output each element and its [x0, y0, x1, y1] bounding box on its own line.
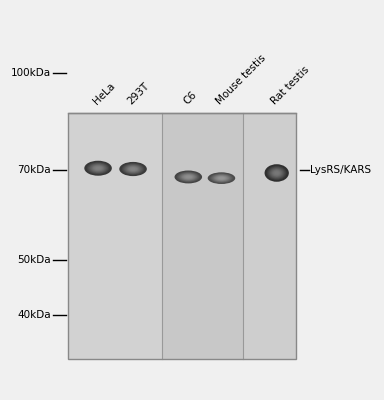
Ellipse shape [182, 174, 195, 180]
Text: 100kDa: 100kDa [11, 68, 51, 78]
Ellipse shape [271, 169, 282, 177]
Ellipse shape [87, 162, 109, 174]
Ellipse shape [269, 167, 285, 179]
Ellipse shape [181, 174, 196, 180]
Ellipse shape [266, 165, 288, 181]
Ellipse shape [213, 174, 230, 182]
Ellipse shape [93, 166, 103, 171]
Bar [68, 113, 296, 359]
Ellipse shape [265, 164, 289, 182]
Text: 40kDa: 40kDa [18, 310, 51, 320]
Ellipse shape [96, 167, 101, 170]
Ellipse shape [175, 170, 202, 184]
Ellipse shape [214, 175, 229, 181]
Ellipse shape [177, 172, 200, 182]
Bar [68, 113, 296, 359]
Ellipse shape [131, 168, 136, 170]
Ellipse shape [268, 166, 286, 179]
Ellipse shape [122, 163, 144, 175]
Ellipse shape [92, 165, 104, 172]
Ellipse shape [89, 164, 107, 173]
Ellipse shape [127, 166, 139, 172]
Bar [68, 113, 162, 359]
Ellipse shape [183, 174, 194, 179]
Ellipse shape [184, 175, 192, 179]
Ellipse shape [123, 164, 143, 174]
Ellipse shape [121, 162, 146, 176]
Ellipse shape [178, 172, 199, 182]
Ellipse shape [94, 166, 102, 170]
Ellipse shape [129, 167, 137, 171]
Text: LysRS/KARS: LysRS/KARS [310, 165, 371, 175]
Ellipse shape [91, 164, 106, 172]
Ellipse shape [126, 165, 141, 173]
Ellipse shape [186, 176, 191, 178]
Ellipse shape [219, 177, 224, 179]
Ellipse shape [128, 166, 138, 172]
Text: Rat testis: Rat testis [270, 65, 311, 107]
Text: 50kDa: 50kDa [18, 254, 51, 264]
Ellipse shape [119, 162, 147, 176]
Text: 293T: 293T [126, 81, 152, 107]
Ellipse shape [86, 162, 111, 175]
Ellipse shape [210, 173, 233, 183]
Text: C6: C6 [181, 90, 198, 107]
Ellipse shape [272, 170, 281, 176]
Ellipse shape [270, 168, 283, 178]
Ellipse shape [273, 170, 280, 176]
Ellipse shape [209, 173, 234, 184]
Ellipse shape [212, 174, 232, 182]
Bar [243, 113, 296, 359]
Ellipse shape [88, 163, 108, 174]
Text: HeLa: HeLa [91, 81, 117, 107]
Ellipse shape [84, 161, 112, 176]
Ellipse shape [275, 171, 279, 175]
Ellipse shape [179, 173, 197, 181]
Text: Mouse testis: Mouse testis [214, 53, 268, 107]
Ellipse shape [215, 176, 228, 181]
Ellipse shape [208, 172, 235, 184]
Ellipse shape [176, 171, 201, 183]
Ellipse shape [267, 166, 287, 180]
Bar [162, 113, 243, 359]
Ellipse shape [216, 176, 227, 180]
Ellipse shape [124, 164, 142, 174]
Ellipse shape [218, 176, 225, 180]
Text: 70kDa: 70kDa [18, 165, 51, 175]
